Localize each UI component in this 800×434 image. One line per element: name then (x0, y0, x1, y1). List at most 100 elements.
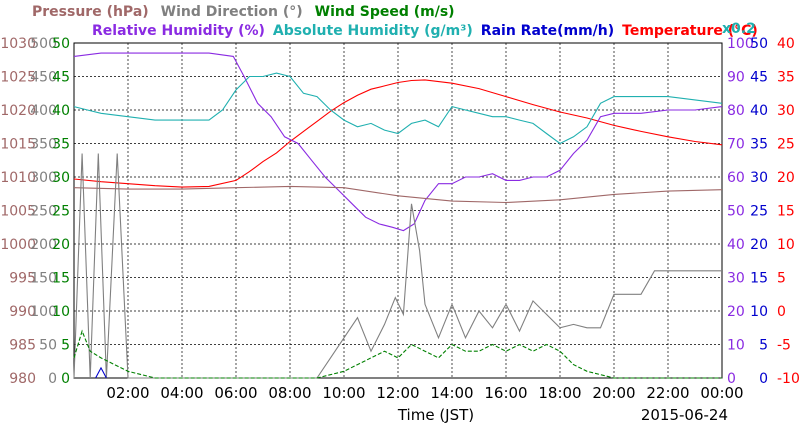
pressure-tick-label: 1030 (0, 36, 36, 52)
legend-entry: Pressure (hPa) (32, 4, 149, 20)
wind-speed-tick-label: 20 (52, 237, 70, 253)
rain-rate-tick-label: 30 (750, 170, 768, 186)
rain-rate-tick-label: 40 (750, 103, 768, 119)
x-tick-label: 04:00 (160, 384, 203, 402)
pressure-tick-label: 1010 (0, 170, 36, 186)
wind-direction-tick-label: 500 (30, 36, 57, 52)
chart-grid (74, 43, 722, 378)
temperature-tick-label: -5 (777, 338, 791, 354)
wind-speed-tick-label: 30 (52, 170, 70, 186)
temperature-tick-label: 40 (777, 36, 795, 52)
wind-direction-tick-label: 50 (39, 338, 57, 354)
pressure-tick-label: 990 (9, 304, 36, 320)
pressure-tick-label: 985 (9, 338, 36, 354)
wind-direction-tick-label: 400 (30, 103, 57, 119)
rain-rate-tick-label: 10 (750, 304, 768, 320)
x-tick-label: 06:00 (214, 384, 257, 402)
x-axis-label: Time (JST) (397, 406, 474, 424)
wind-speed-tick-label: 40 (52, 103, 70, 119)
wind-speed-tick-label: 50 (52, 36, 70, 52)
relative-humidity-tick-label: 80 (727, 103, 745, 119)
x-tick-label: 20:00 (592, 384, 635, 402)
abs-humidity-scale-note: x0.2 (722, 21, 756, 37)
plot-frame (73, 42, 723, 379)
relative-humidity-tick-label: 90 (727, 70, 745, 86)
relative-humidity-tick-label: 30 (727, 271, 745, 287)
pressure-tick-label: 1020 (0, 103, 36, 119)
rain-rate-tick-label: 50 (750, 36, 768, 52)
temperature-tick-label: 5 (777, 271, 786, 287)
rain-rate-tick-label: 25 (750, 204, 768, 220)
wind-speed-tick-label: 10 (52, 304, 70, 320)
wind-speed-tick-label: 0 (61, 371, 70, 387)
wind-direction-tick-label: 0 (48, 371, 57, 387)
wind-speed-tick-label: 15 (52, 271, 70, 287)
x-tick-label: 02:00 (106, 384, 149, 402)
relative-humidity-tick-label: 40 (727, 237, 745, 253)
relative-humidity-tick-label: 20 (727, 304, 745, 320)
wind-direction-tick-label: 250 (30, 204, 57, 220)
relative-humidity-tick-label: 0 (727, 371, 736, 387)
rain-rate-tick-label: 5 (759, 338, 768, 354)
relative-humidity-tick-label: 70 (727, 137, 745, 153)
x-tick-labels: 02:00 04:00 06:00 08:00 10:00 12:00 14:00 16:00… (106, 384, 743, 402)
temperature-tick-label: 0 (777, 304, 786, 320)
left-axes: 1030102510201015101010051000995990985980… (0, 36, 70, 387)
wind-direction-tick-label: 350 (30, 137, 57, 153)
legend-entry: Absolute Humidity (g/m³) (273, 23, 473, 39)
x-tick-label: 10:00 (322, 384, 365, 402)
temperature-tick-label: 20 (777, 170, 795, 186)
x-tick-label: 00:00 (700, 384, 743, 402)
legend-entry: Rain Rate(mm/h) (481, 23, 614, 39)
rain-rate-tick-label: 35 (750, 137, 768, 153)
pressure-tick-label: 1015 (0, 137, 36, 153)
temperature-tick-label: 25 (777, 137, 795, 153)
relative-humidity-tick-label: 50 (727, 204, 745, 220)
wind-speed-tick-label: 35 (52, 137, 70, 153)
wind-speed-tick-label: 45 (52, 70, 70, 86)
date-label: 2015-06-24 (641, 406, 728, 424)
temperature-tick-label: 35 (777, 70, 795, 86)
x-tick-label: 22:00 (646, 384, 689, 402)
temperature-tick-label: -10 (777, 371, 800, 387)
rain-rate-tick-label: 15 (750, 271, 768, 287)
legend-entry: Wind Direction (°) (161, 4, 303, 20)
x-tick-label: 16:00 (484, 384, 527, 402)
pressure-tick-label: 1025 (0, 70, 36, 86)
temperature-tick-label: 15 (777, 204, 795, 220)
rain-rate-tick-label: 45 (750, 70, 768, 86)
absolute-humidity-g-m-line (73, 72, 723, 145)
x-tick-label: 18:00 (538, 384, 581, 402)
rain-rate-tick-label: 20 (750, 237, 768, 253)
wind-direction-tick-label: 100 (30, 304, 57, 320)
wind-speed-m-s-line (73, 329, 722, 379)
rain-rate-tick-label: 0 (759, 371, 768, 387)
wind-speed-tick-label: 25 (52, 204, 70, 220)
wind-speed-tick-label: 5 (61, 338, 70, 354)
pressure-tick-label: 980 (9, 371, 36, 387)
rain-rate-mm-h-line (95, 366, 107, 379)
relative-humidity-line (73, 52, 723, 232)
wind-direction-tick-label: 450 (30, 70, 57, 86)
wind-direction-tick-label: 200 (30, 237, 57, 253)
temperature-tick-label: 10 (777, 237, 795, 253)
relative-humidity-tick-label: 100 (727, 36, 754, 52)
x-tick-label: 14:00 (430, 384, 473, 402)
temperature-tick-label: 30 (777, 103, 795, 119)
relative-humidity-tick-label: 60 (727, 170, 745, 186)
pressure-tick-label: 995 (9, 271, 36, 287)
wind-direction-tick-label: 150 (30, 271, 57, 287)
legend-entry: Wind Speed (m/s) (315, 4, 455, 20)
legend-entry: Temperature (°C) (622, 23, 758, 39)
relative-humidity-tick-label: 10 (727, 338, 745, 354)
data-series (73, 52, 723, 379)
temperature-c-line (73, 79, 723, 188)
wind-direction-tick-label: 300 (30, 170, 57, 186)
pressure-tick-label: 1000 (0, 237, 36, 253)
legend: Pressure (hPa) Wind Direction (°) Wind Spe… (32, 4, 758, 39)
pressure-hpa-line (73, 185, 723, 204)
x-tick-label: 12:00 (376, 384, 419, 402)
pressure-tick-label: 1005 (0, 204, 36, 220)
x-tick-label: 08:00 (268, 384, 311, 402)
